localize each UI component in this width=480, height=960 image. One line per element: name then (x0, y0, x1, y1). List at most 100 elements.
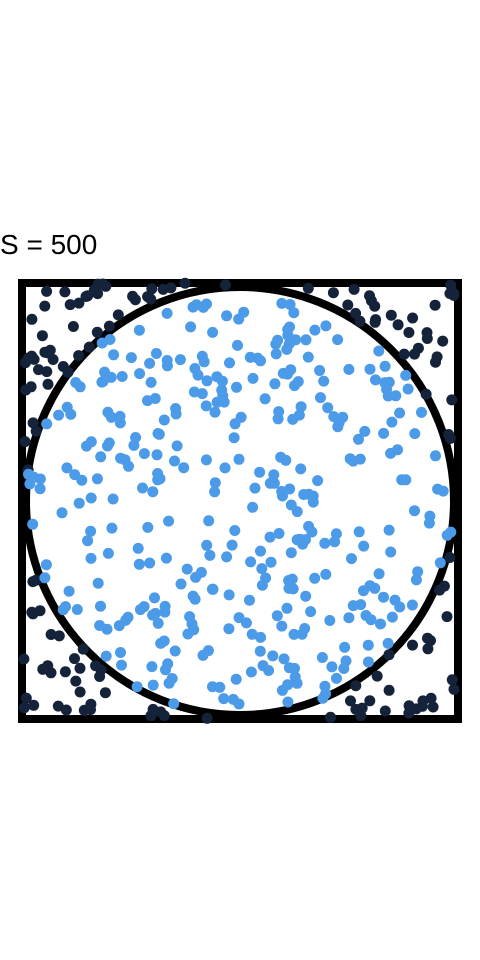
inside-point (260, 572, 272, 584)
inside-point (161, 360, 173, 372)
inside-point (324, 615, 336, 626)
inside-point (63, 585, 75, 597)
outside-point (345, 695, 356, 707)
inside-point (416, 406, 427, 418)
inside-point (254, 645, 266, 657)
inside-point (432, 483, 444, 495)
inside-point (229, 525, 241, 536)
inside-point (364, 363, 376, 375)
inside-point (138, 448, 150, 460)
inside-point (343, 363, 355, 375)
inside-point (430, 450, 441, 462)
inside-point (247, 501, 259, 513)
inside-point (316, 652, 328, 663)
inside-point (272, 413, 284, 425)
inside-point (108, 349, 120, 361)
inside-point (224, 357, 235, 369)
inside-point (331, 672, 342, 684)
outside-point (441, 611, 453, 623)
inside-point (171, 440, 183, 452)
outside-point (20, 692, 32, 704)
outside-point (379, 705, 391, 717)
inside-point (150, 348, 162, 359)
inside-point (223, 623, 235, 635)
inside-point (390, 390, 402, 402)
inside-point (134, 368, 146, 380)
inside-point (343, 612, 355, 624)
outside-point (27, 417, 39, 429)
inside-point (152, 428, 164, 439)
inside-point (116, 371, 128, 382)
inside-point (200, 400, 212, 412)
outside-point (103, 320, 115, 332)
inside-point (233, 698, 245, 710)
inside-point (322, 402, 334, 414)
sample-points (18, 277, 460, 724)
inside-point (287, 583, 299, 595)
outside-point (302, 282, 314, 294)
inside-point (123, 460, 134, 472)
inside-point (353, 433, 364, 445)
outside-point (407, 639, 418, 651)
outside-point (157, 283, 169, 295)
inside-point (298, 489, 310, 500)
inside-point (188, 386, 200, 398)
inside-point (295, 463, 307, 475)
outside-point (369, 300, 381, 312)
inside-point (207, 583, 219, 595)
inside-point (197, 649, 209, 661)
outside-point (444, 552, 456, 563)
inside-point (320, 320, 332, 332)
inside-point (198, 356, 210, 368)
inside-point (184, 611, 196, 623)
inside-point (226, 539, 238, 551)
outside-point (25, 381, 37, 393)
outside-point (80, 291, 92, 302)
inside-point (288, 628, 300, 640)
outside-point (74, 662, 86, 674)
inside-point (424, 510, 436, 522)
outside-point (69, 653, 80, 665)
inside-point (271, 610, 283, 622)
inside-point (189, 593, 201, 605)
inside-point (181, 563, 193, 575)
inside-point (296, 628, 308, 640)
outside-point (383, 684, 395, 696)
inside-point (369, 582, 381, 594)
outside-point (112, 309, 124, 321)
outside-point (445, 279, 457, 291)
inside-point (168, 698, 180, 710)
outside-point (30, 425, 42, 437)
outside-point (364, 695, 376, 707)
circle-boundary (22, 283, 458, 719)
inside-point (161, 307, 173, 319)
outside-point (446, 394, 458, 406)
inside-point (232, 339, 243, 351)
outside-point (146, 283, 158, 295)
inside-point (409, 428, 421, 440)
inside-point (273, 528, 285, 539)
inside-point (276, 620, 288, 632)
sample-count-prefix: S = (0, 229, 51, 260)
inside-point (400, 474, 412, 486)
inside-point (131, 681, 143, 693)
inside-point (314, 365, 326, 376)
outside-point (420, 388, 432, 400)
inside-point (291, 534, 303, 546)
inside-point (160, 552, 172, 564)
inside-point (115, 452, 127, 464)
inside-point (319, 537, 331, 549)
inside-point (332, 334, 344, 346)
inside-point (128, 439, 140, 451)
inside-point (306, 526, 318, 538)
inside-point (302, 351, 314, 363)
inside-point (300, 334, 312, 346)
inside-point (201, 375, 213, 387)
inside-point (169, 455, 180, 467)
inside-point (235, 411, 247, 423)
outside-point (446, 674, 458, 686)
inside-point (160, 664, 171, 676)
outside-point (355, 710, 367, 722)
inside-point (285, 499, 297, 511)
inside-point (107, 493, 119, 505)
